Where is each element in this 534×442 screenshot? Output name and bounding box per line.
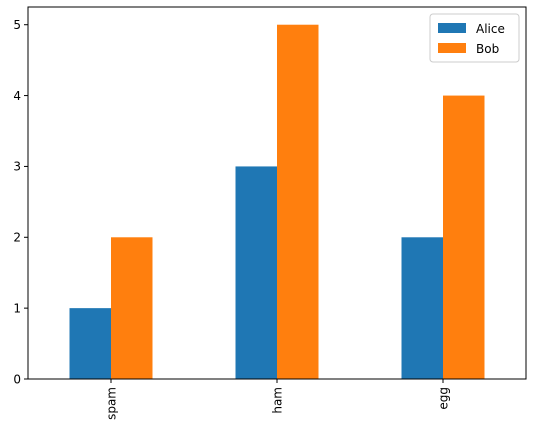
x-tick-label: spam	[105, 387, 119, 420]
y-axis: 0 1 2 3 4 5	[13, 18, 28, 386]
bar-bob-ham	[277, 24, 319, 380]
legend-swatch-alice	[438, 23, 466, 33]
x-axis: spam ham egg	[105, 379, 451, 420]
y-tick-label: 1	[13, 301, 21, 315]
y-tick-label: 0	[13, 372, 21, 386]
bar-alice-ham	[235, 166, 277, 379]
bar-bob-spam	[111, 237, 153, 379]
legend-box	[429, 13, 520, 63]
bar-alice-spam	[69, 308, 111, 379]
legend: Alice Bob	[429, 13, 520, 63]
bars-group	[69, 24, 485, 380]
x-tick-label: ham	[271, 387, 285, 414]
legend-label-alice: Alice	[476, 22, 505, 36]
bar-alice-egg	[401, 237, 443, 379]
x-tick-label: egg	[437, 387, 451, 410]
bar-bob-egg	[443, 95, 485, 379]
axes-frame	[27, 6, 527, 380]
legend-swatch-bob	[438, 43, 466, 53]
y-tick-label: 2	[13, 231, 21, 245]
y-tick-label: 4	[13, 89, 21, 103]
y-tick-label: 5	[13, 18, 21, 32]
legend-label-bob: Bob	[476, 42, 499, 56]
y-tick-label: 3	[13, 160, 21, 174]
